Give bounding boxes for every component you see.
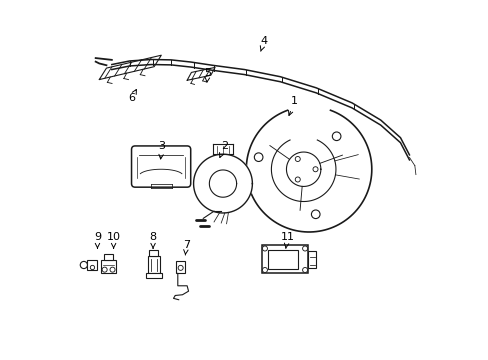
Bar <box>101 260 116 273</box>
Text: 3: 3 <box>158 141 165 159</box>
Polygon shape <box>193 154 252 213</box>
Text: 2: 2 <box>219 141 228 157</box>
Circle shape <box>102 267 107 272</box>
Circle shape <box>262 267 267 273</box>
Text: 6: 6 <box>128 90 136 103</box>
Text: 11: 11 <box>280 232 294 248</box>
Polygon shape <box>271 140 335 202</box>
Bar <box>267 249 297 269</box>
Text: 5: 5 <box>204 68 211 82</box>
Text: 4: 4 <box>260 36 267 51</box>
Circle shape <box>295 177 300 182</box>
FancyBboxPatch shape <box>131 146 190 187</box>
Bar <box>261 245 308 273</box>
Text: 10: 10 <box>106 232 121 248</box>
Bar <box>104 254 113 260</box>
Circle shape <box>312 167 317 172</box>
Circle shape <box>110 267 115 272</box>
Bar <box>149 250 158 256</box>
Circle shape <box>302 267 307 273</box>
Circle shape <box>311 210 319 219</box>
Text: 8: 8 <box>149 232 156 248</box>
Circle shape <box>302 246 307 251</box>
Bar <box>308 251 316 267</box>
Text: 7: 7 <box>183 239 189 255</box>
Circle shape <box>295 157 300 162</box>
Bar <box>176 261 185 273</box>
Circle shape <box>332 132 340 141</box>
Bar <box>147 256 160 273</box>
Polygon shape <box>99 55 161 80</box>
Circle shape <box>90 265 94 270</box>
Polygon shape <box>286 152 320 186</box>
Circle shape <box>254 153 263 162</box>
Circle shape <box>80 261 87 269</box>
Polygon shape <box>209 170 236 197</box>
Polygon shape <box>112 59 408 160</box>
Circle shape <box>178 265 183 270</box>
Text: 9: 9 <box>94 232 101 248</box>
Polygon shape <box>187 67 215 80</box>
Bar <box>87 260 97 270</box>
Text: 1: 1 <box>288 96 298 116</box>
Polygon shape <box>246 110 371 232</box>
Circle shape <box>262 246 267 251</box>
Bar <box>145 273 162 278</box>
